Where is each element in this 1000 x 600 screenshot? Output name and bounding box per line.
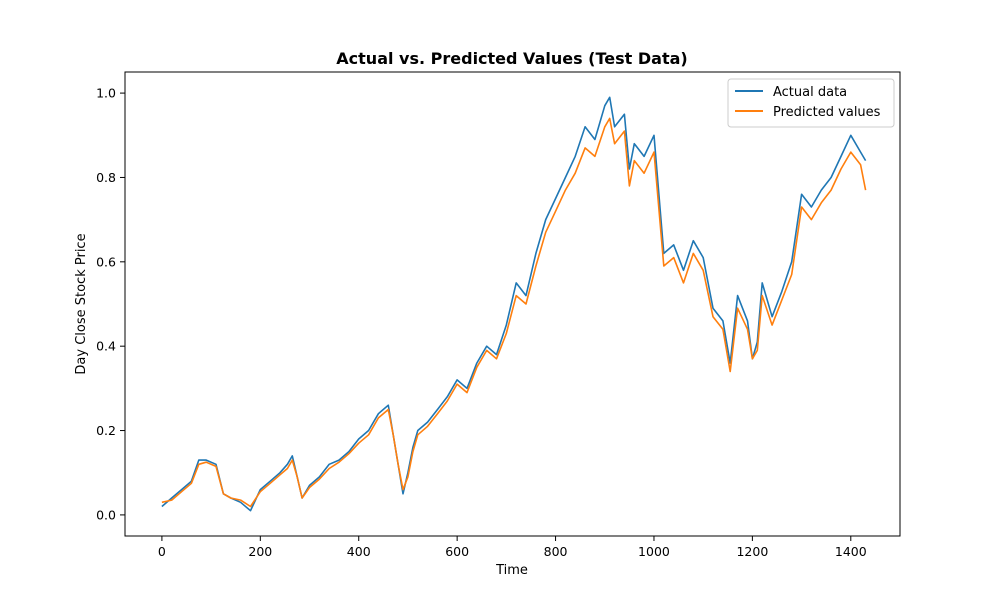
y-tick-label: 0.8 bbox=[96, 170, 116, 185]
series-layer bbox=[161, 96, 867, 512]
y-tick-label: 0.2 bbox=[96, 423, 116, 438]
y-tick-label: 1.0 bbox=[96, 86, 116, 101]
x-tick-label: 600 bbox=[445, 544, 469, 559]
y-axis: 0.0 0.2 0.4 0.6 0.8 1.0 bbox=[96, 86, 125, 522]
x-tick-label: 1400 bbox=[835, 544, 867, 559]
x-axis: 0 200 400 600 800 1000 1200 1400 bbox=[158, 536, 867, 559]
x-tick-label: 400 bbox=[347, 544, 371, 559]
chart-title: Actual vs. Predicted Values (Test Data) bbox=[336, 49, 687, 68]
y-axis-label: Day Close Stock Price bbox=[74, 233, 89, 374]
x-tick-label: 1200 bbox=[736, 544, 768, 559]
x-axis-label: Time bbox=[495, 563, 528, 578]
legend: Actual data Predicted values bbox=[727, 78, 895, 128]
legend-label-predicted: Predicted values bbox=[773, 105, 881, 120]
y-tick-label: 0.4 bbox=[96, 339, 116, 354]
plot-area-frame bbox=[124, 71, 901, 537]
y-tick-label: 0.6 bbox=[96, 254, 116, 269]
legend-label-actual: Actual data bbox=[773, 85, 847, 100]
x-tick-label: 1000 bbox=[638, 544, 670, 559]
series-line-actual bbox=[161, 96, 867, 512]
x-tick-label: 800 bbox=[544, 544, 568, 559]
x-tick-label: 200 bbox=[248, 544, 272, 559]
x-tick-label: 0 bbox=[158, 544, 166, 559]
y-tick-label: 0.0 bbox=[96, 507, 116, 522]
legend-box bbox=[727, 78, 895, 128]
series-line-predicted bbox=[161, 117, 867, 508]
